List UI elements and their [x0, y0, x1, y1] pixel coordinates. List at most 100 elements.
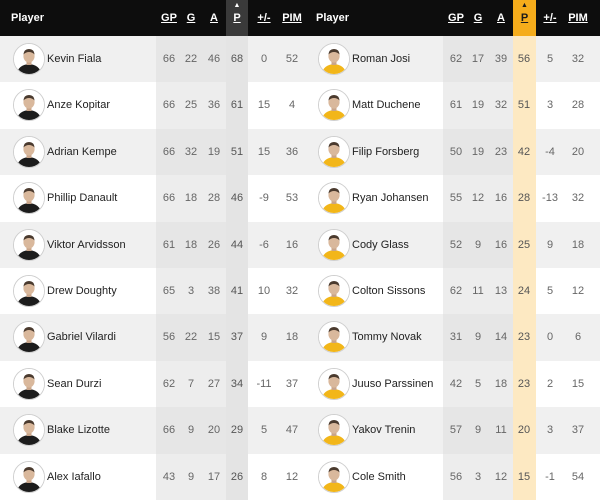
player-name-link[interactable]: Ryan Johansen [352, 192, 429, 205]
stat-pim: 36 [285, 145, 299, 158]
column-header-label: A [497, 12, 505, 24]
player-headshot-icon[interactable] [318, 460, 350, 493]
player-name-link[interactable]: Alex Iafallo [47, 470, 101, 483]
stat-plus-minus: -1 [545, 470, 555, 483]
column-header-gp[interactable]: GP [442, 0, 470, 36]
table-row[interactable]: Alex Iafallo 43 9 17 26 8 12 [0, 453, 305, 500]
stat-p: 23 [517, 377, 531, 390]
player-headshot-icon[interactable] [318, 89, 350, 122]
player-headshot-icon[interactable] [318, 367, 350, 400]
player-name-link[interactable]: Tommy Novak [352, 331, 422, 344]
player-headshot-icon[interactable] [13, 321, 45, 354]
sorted-column-shade [226, 128, 248, 176]
player-name-link[interactable]: Filip Forsberg [352, 145, 420, 158]
player-name-link[interactable]: Colton Sissons [352, 285, 426, 297]
sort-caret-icon: ▲ [233, 2, 241, 9]
player-headshot-icon[interactable] [13, 89, 45, 122]
stat-a: 15 [207, 331, 221, 344]
player-headshot-icon[interactable] [13, 182, 45, 215]
column-header-plus-minus[interactable]: +/- [536, 0, 564, 36]
player-name-link[interactable]: Matt Duchene [352, 99, 421, 112]
table-row[interactable]: Juuso Parssinen 42 5 18 23 2 15 [305, 360, 600, 408]
stat-a: 16 [494, 192, 508, 205]
stat-g: 9 [187, 424, 195, 437]
player-headshot-icon[interactable] [318, 182, 350, 215]
player-headshot-icon[interactable] [318, 275, 350, 307]
player-headshot-icon[interactable] [13, 460, 45, 493]
player-name-link[interactable]: Cody Glass [352, 238, 409, 251]
player-headshot-icon[interactable] [13, 414, 45, 447]
stat-gp: 56 [162, 331, 176, 344]
column-header-a[interactable]: A [487, 0, 515, 36]
table-row[interactable]: Viktor Arvidsson 61 18 26 44 -6 16 [0, 221, 305, 268]
stat-g: 19 [471, 99, 485, 112]
column-header-p[interactable]: ▲ P [513, 0, 536, 36]
player-name-link[interactable]: Phillip Danault [47, 192, 118, 205]
player-name-link[interactable]: Adrian Kempe [47, 145, 117, 158]
table-row[interactable]: Cole Smith 56 3 12 15 -1 54 [305, 453, 600, 500]
player-name-link[interactable]: Drew Doughty [47, 285, 117, 297]
table-row[interactable]: Filip Forsberg 50 19 23 42 -4 20 [305, 128, 600, 176]
table-row[interactable]: Ryan Johansen 55 12 16 28 -13 32 [305, 175, 600, 222]
player-headshot-icon[interactable] [13, 135, 45, 168]
stats-block-shade [156, 453, 226, 500]
player-name-link[interactable]: Blake Lizotte [47, 424, 110, 437]
player-name-link[interactable]: Roman Josi [352, 53, 411, 65]
stat-g: 11 [472, 285, 484, 297]
player-headshot-icon[interactable] [13, 367, 45, 400]
stat-p: 34 [230, 377, 244, 390]
table-row[interactable]: Roman Josi 62 17 39 56 5 32 [305, 36, 600, 83]
stat-p: 46 [230, 192, 244, 205]
sorted-column-shade [513, 36, 536, 83]
stat-gp: 62 [449, 53, 463, 65]
column-header-g[interactable]: G [177, 0, 205, 36]
column-header-label: GP [161, 12, 177, 24]
player-name-link[interactable]: Juuso Parssinen [352, 377, 434, 390]
table-row[interactable]: Cody Glass 52 9 16 25 9 18 [305, 221, 600, 268]
column-header-plus-minus[interactable]: +/- [250, 0, 278, 36]
table-row[interactable]: Anze Kopitar 66 25 36 61 15 4 [0, 82, 305, 129]
stats-block-shade [443, 221, 513, 268]
table-row[interactable]: Phillip Danault 66 18 28 46 -9 53 [0, 175, 305, 222]
table-row[interactable]: Gabriel Vilardi 56 22 15 37 9 18 [0, 314, 305, 361]
player-headshot-icon[interactable] [318, 228, 350, 261]
player-headshot-icon[interactable] [13, 43, 45, 75]
stat-a: 23 [494, 145, 508, 158]
column-header-pim[interactable]: PIM [278, 0, 306, 36]
player-headshot-icon[interactable] [318, 414, 350, 447]
table-row[interactable]: Drew Doughty 65 3 38 41 10 32 [0, 268, 305, 315]
column-header-gp[interactable]: GP [155, 0, 183, 36]
player-name-link[interactable]: Viktor Arvidsson [47, 238, 126, 251]
player-name-link[interactable]: Cole Smith [352, 470, 406, 483]
player-headshot-icon[interactable] [318, 43, 350, 75]
table-row[interactable]: Sean Durzi 62 7 27 34 -11 37 [0, 360, 305, 408]
player-column-header: Player [11, 12, 45, 24]
player-headshot-icon[interactable] [318, 135, 350, 168]
table-row[interactable]: Kevin Fiala 66 22 46 68 0 52 [0, 36, 305, 83]
player-headshot-icon[interactable] [318, 321, 350, 354]
player-name-link[interactable]: Anze Kopitar [47, 99, 110, 112]
player-name-link[interactable]: Gabriel Vilardi [47, 331, 116, 344]
column-header-pim[interactable]: PIM [564, 0, 592, 36]
table-row[interactable]: Blake Lizotte 66 9 20 29 5 47 [0, 407, 305, 454]
table-row[interactable]: Adrian Kempe 66 32 19 51 15 36 [0, 128, 305, 176]
stat-gp: 55 [449, 192, 463, 205]
sorted-column-shade [226, 407, 248, 454]
player-name-link[interactable]: Kevin Fiala [47, 53, 102, 65]
table-row[interactable]: Colton Sissons 62 11 13 24 5 12 [305, 268, 600, 315]
column-header-g[interactable]: G [464, 0, 492, 36]
table-header: Player GP G A ▲ P +/- PIM [305, 0, 600, 36]
table-row[interactable]: Matt Duchene 61 19 32 51 3 28 [305, 82, 600, 129]
column-header-a[interactable]: A [200, 0, 228, 36]
player-headshot-icon[interactable] [13, 228, 45, 261]
column-header-p[interactable]: ▲ P [226, 0, 248, 36]
column-header-label: +/- [257, 12, 271, 24]
sorted-column-shade [513, 453, 536, 500]
sorted-column-shade [513, 82, 536, 129]
player-name-link[interactable]: Yakov Trenin [352, 424, 416, 437]
table-row[interactable]: Yakov Trenin 57 9 11 20 3 37 [305, 407, 600, 454]
table-row[interactable]: Tommy Novak 31 9 14 23 0 6 [305, 314, 600, 361]
sorted-column-shade [513, 407, 536, 454]
player-headshot-icon[interactable] [13, 275, 45, 307]
player-name-link[interactable]: Sean Durzi [47, 377, 102, 390]
